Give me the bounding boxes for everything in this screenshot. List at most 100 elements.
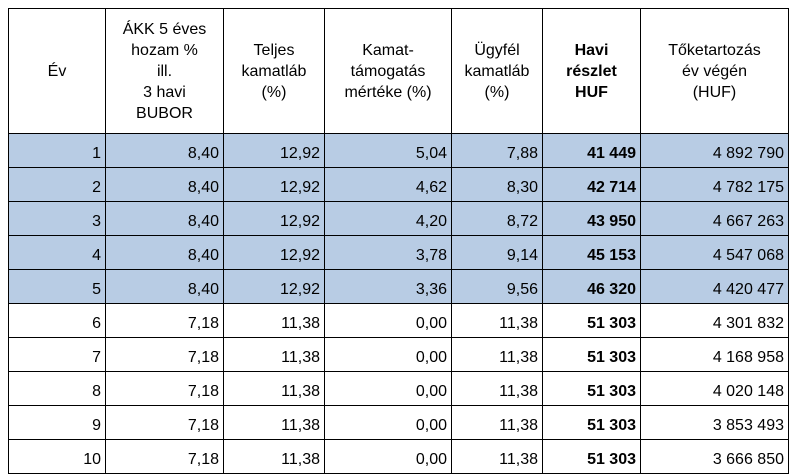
cell-ev: 8 (8, 371, 106, 406)
cell-ugyfel-kamatlab: 8,72 (451, 201, 543, 236)
cell-ev: 2 (8, 167, 106, 202)
cell-teljes-kamatlab: 11,38 (223, 303, 325, 338)
cell-ev: 6 (8, 303, 106, 338)
table-body: 1 8,40 12,92 5,04 7,88 41 449 4 892 790 2 8,40 12… (8, 133, 789, 474)
header-line: ÁKK 5 éves (122, 20, 207, 38)
cell-teljes-kamatlab: 11,38 (223, 371, 325, 406)
cell-toketartozas: 4 667 263 (640, 201, 789, 236)
cell-ev: 10 (8, 439, 106, 474)
cell-teljes-kamatlab: 12,92 (223, 235, 325, 270)
cell-kamattamogatas: 0,00 (324, 405, 452, 440)
cell-havi-reszlet: 51 303 (542, 303, 641, 338)
header-line: Tőketartozás (668, 41, 761, 59)
header-havi-reszlet: Havi részlet HUF (542, 8, 641, 134)
header-line: Havi (574, 41, 609, 59)
cell-toketartozas: 4 168 958 (640, 337, 789, 372)
cell-akk-bubor: 7,18 (105, 371, 224, 406)
header-line: 3 havi (143, 83, 186, 101)
cell-toketartozas: 4 301 832 (640, 303, 789, 338)
loan-schedule-table: Év ÁKK 5 éves hozam % ill. 3 havi BUBOR Telj… (8, 8, 789, 474)
cell-havi-reszlet: 51 303 (542, 371, 641, 406)
cell-akk-bubor: 8,40 (105, 167, 224, 202)
header-line: részlet (566, 62, 617, 80)
header-line: Teljes (253, 41, 295, 59)
cell-kamattamogatas: 4,62 (324, 167, 452, 202)
cell-havi-reszlet: 42 714 (542, 167, 641, 202)
cell-akk-bubor: 8,40 (105, 235, 224, 270)
cell-ugyfel-kamatlab: 8,30 (451, 167, 543, 202)
table-row: 1 8,40 12,92 5,04 7,88 41 449 4 892 790 (8, 133, 789, 168)
header-akk-bubor: ÁKK 5 éves hozam % ill. 3 havi BUBOR (105, 8, 224, 134)
cell-akk-bubor: 7,18 (105, 303, 224, 338)
header-line: BUBOR (136, 104, 193, 122)
header-ugyfel-kamatlab: Ügyfél kamatláb (%) (451, 8, 543, 134)
cell-kamattamogatas: 3,36 (324, 269, 452, 304)
header-line: kamatláb (241, 62, 307, 80)
cell-ugyfel-kamatlab: 9,56 (451, 269, 543, 304)
header-toketartozas: Tőketartozás év végén (HUF) (640, 8, 789, 134)
cell-teljes-kamatlab: 12,92 (223, 133, 325, 168)
table-row: 8 7,18 11,38 0,00 11,38 51 303 4 020 148 (8, 371, 789, 406)
header-teljes-kamatlab: Teljes kamatláb (%) (223, 8, 325, 134)
header-ev: Év (8, 8, 106, 134)
cell-toketartozas: 4 892 790 (640, 133, 789, 168)
table-row: 7 7,18 11,38 0,00 11,38 51 303 4 168 958 (8, 337, 789, 372)
table-row: 10 7,18 11,38 0,00 11,38 51 303 3 666 850 (8, 439, 789, 474)
cell-ugyfel-kamatlab: 11,38 (451, 303, 543, 338)
cell-ugyfel-kamatlab: 11,38 (451, 337, 543, 372)
table-row: 9 7,18 11,38 0,00 11,38 51 303 3 853 493 (8, 405, 789, 440)
cell-kamattamogatas: 0,00 (324, 303, 452, 338)
cell-ugyfel-kamatlab: 11,38 (451, 439, 543, 474)
cell-ugyfel-kamatlab: 7,88 (451, 133, 543, 168)
cell-teljes-kamatlab: 12,92 (223, 269, 325, 304)
cell-akk-bubor: 8,40 (105, 269, 224, 304)
cell-ev: 5 (8, 269, 106, 304)
cell-teljes-kamatlab: 12,92 (223, 167, 325, 202)
header-line: Kamat- (362, 41, 414, 59)
cell-kamattamogatas: 0,00 (324, 337, 452, 372)
cell-toketartozas: 4 547 068 (640, 235, 789, 270)
cell-teljes-kamatlab: 12,92 (223, 201, 325, 236)
cell-toketartozas: 4 020 148 (640, 371, 789, 406)
header-line: Ügyfél (474, 41, 520, 59)
cell-teljes-kamatlab: 11,38 (223, 439, 325, 474)
header-line: hozam % (131, 41, 198, 59)
cell-toketartozas: 4 420 477 (640, 269, 789, 304)
table-row: 5 8,40 12,92 3,36 9,56 46 320 4 420 477 (8, 269, 789, 304)
header-line: támogatás (350, 62, 426, 80)
cell-toketartozas: 3 853 493 (640, 405, 789, 440)
cell-havi-reszlet: 43 950 (542, 201, 641, 236)
cell-ugyfel-kamatlab: 11,38 (451, 371, 543, 406)
cell-havi-reszlet: 51 303 (542, 337, 641, 372)
cell-kamattamogatas: 0,00 (324, 439, 452, 474)
cell-ev: 1 (8, 133, 106, 168)
cell-havi-reszlet: 51 303 (542, 405, 641, 440)
cell-toketartozas: 4 782 175 (640, 167, 789, 202)
cell-akk-bubor: 8,40 (105, 201, 224, 236)
cell-akk-bubor: 7,18 (105, 337, 224, 372)
header-line: mértéke (%) (344, 83, 432, 101)
header-line: (HUF) (692, 83, 737, 101)
cell-akk-bubor: 8,40 (105, 133, 224, 168)
cell-havi-reszlet: 45 153 (542, 235, 641, 270)
header-kamattamogatas: Kamat-támogatás mértéke (%) (324, 8, 452, 134)
header-line: ill. (156, 62, 173, 80)
cell-kamattamogatas: 0,00 (324, 371, 452, 406)
cell-ugyfel-kamatlab: 11,38 (451, 405, 543, 440)
cell-teljes-kamatlab: 11,38 (223, 405, 325, 440)
cell-toketartozas: 3 666 850 (640, 439, 789, 474)
cell-kamattamogatas: 3,78 (324, 235, 452, 270)
cell-ev: 3 (8, 201, 106, 236)
cell-ev: 4 (8, 235, 106, 270)
cell-ugyfel-kamatlab: 9,14 (451, 235, 543, 270)
header-line: Év (47, 62, 67, 80)
table-row: 6 7,18 11,38 0,00 11,38 51 303 4 301 832 (8, 303, 789, 338)
header-line: kamatláb (464, 62, 530, 80)
cell-akk-bubor: 7,18 (105, 439, 224, 474)
cell-akk-bubor: 7,18 (105, 405, 224, 440)
header-line: év végén (682, 62, 747, 80)
cell-kamattamogatas: 5,04 (324, 133, 452, 168)
header-line: HUF (575, 83, 608, 101)
cell-havi-reszlet: 41 449 (542, 133, 641, 168)
cell-havi-reszlet: 51 303 (542, 439, 641, 474)
